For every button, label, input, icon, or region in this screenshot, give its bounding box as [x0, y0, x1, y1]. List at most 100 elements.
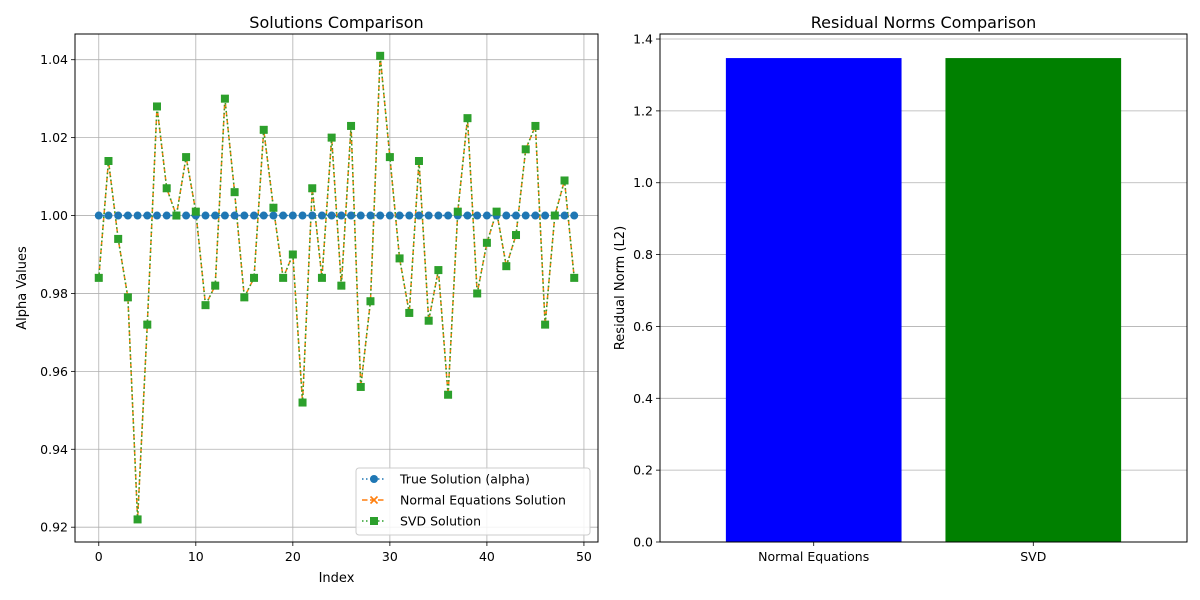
point-svd — [172, 211, 181, 220]
point-svd — [133, 515, 142, 524]
point-true — [143, 211, 152, 220]
point-true — [560, 211, 569, 220]
point-true — [162, 211, 171, 220]
point-true — [279, 211, 288, 220]
point-svd — [560, 176, 569, 185]
point-true — [94, 211, 103, 220]
y-tick-label: 0.92 — [40, 520, 68, 535]
point-svd — [463, 114, 472, 123]
point-svd — [492, 207, 501, 216]
point-true — [347, 211, 356, 220]
point-svd — [531, 121, 540, 130]
point-svd — [240, 293, 249, 302]
legend-box — [355, 467, 591, 536]
point-svd — [473, 289, 482, 298]
point-true — [298, 211, 307, 220]
y-tick-label: 0.98 — [40, 286, 68, 301]
x-tick-label: 0 — [95, 549, 103, 564]
point-true — [308, 211, 317, 220]
point-svd — [308, 184, 317, 193]
point-true — [531, 211, 540, 220]
legend-true-marker — [370, 475, 378, 483]
y-tick-label: 0.2 — [633, 463, 653, 478]
legend-true-label: True Solution (alpha) — [399, 472, 530, 487]
y-tick-label: 1.00 — [40, 208, 68, 223]
point-svd — [201, 301, 210, 310]
y-tick-label: 1.2 — [633, 103, 653, 118]
y-tick-label: 0.94 — [40, 442, 68, 457]
point-svd — [453, 207, 462, 216]
point-svd — [317, 273, 326, 282]
point-svd — [434, 266, 443, 275]
point-svd — [405, 308, 414, 317]
residuals-title: Residual Norms Comparison — [811, 13, 1037, 32]
residuals-chart: Normal Equations SVD 0.0 0.2 0.4 0.6 0.8 1.0 1.… — [613, 13, 1188, 564]
point-svd — [424, 316, 433, 325]
point-svd — [220, 94, 229, 103]
x-tick-label: Normal Equations — [758, 549, 869, 564]
point-svd — [279, 273, 288, 282]
point-svd — [395, 254, 404, 263]
y-tick-label: 0.0 — [633, 535, 653, 550]
solutions-y-ticks: 0.92 0.94 0.96 0.98 1.00 1.02 1.04 — [40, 52, 75, 535]
point-true — [123, 211, 132, 220]
point-true — [502, 211, 511, 220]
series-normal-line — [98, 55, 575, 520]
y-tick-label: 0.4 — [633, 391, 653, 406]
point-true — [366, 211, 375, 220]
point-true — [259, 211, 268, 220]
point-true — [414, 211, 423, 220]
point-true — [424, 211, 433, 220]
point-svd — [182, 153, 191, 162]
point-svd — [143, 320, 152, 329]
point-svd — [211, 281, 220, 290]
point-svd — [191, 207, 200, 216]
y-tick-label: 1.04 — [40, 52, 68, 67]
point-true — [104, 211, 113, 220]
y-tick-label: 1.0 — [633, 175, 653, 190]
point-true — [463, 211, 472, 220]
point-svd — [327, 133, 336, 142]
x-tick-label: 20 — [285, 549, 301, 564]
point-true — [133, 211, 142, 220]
y-tick-label: 1.4 — [633, 32, 653, 47]
point-true — [473, 211, 482, 220]
point-true — [376, 211, 385, 220]
solutions-x-label: Index — [319, 571, 355, 586]
x-tick-label: SVD — [1020, 549, 1046, 564]
point-svd — [414, 157, 423, 165]
legend-normal-marker — [369, 495, 379, 505]
point-svd — [541, 320, 550, 329]
point-svd — [337, 281, 346, 290]
point-true — [434, 211, 443, 220]
point-true — [405, 211, 414, 220]
solutions-grid — [75, 34, 598, 542]
bar-normal-equations — [725, 58, 902, 543]
point-svd — [230, 188, 239, 197]
solutions-plot-area — [94, 51, 579, 524]
point-true — [114, 211, 123, 220]
point-svd — [259, 125, 268, 134]
point-svd — [123, 293, 132, 302]
point-true — [250, 211, 259, 220]
y-tick-label: 0.6 — [633, 319, 653, 334]
point-true — [395, 211, 404, 220]
point-true — [570, 211, 579, 220]
point-true — [512, 211, 521, 220]
point-true — [541, 211, 550, 220]
x-tick-label: 10 — [188, 549, 204, 564]
point-true — [230, 211, 239, 220]
point-true — [201, 211, 210, 220]
solutions-x-ticks: 0 10 20 30 40 50 — [95, 542, 592, 564]
residuals-x-ticks: Normal Equations SVD — [758, 542, 1046, 564]
legend-svd-marker — [370, 517, 378, 525]
x-tick-label: 40 — [479, 549, 495, 564]
point-svd — [288, 250, 297, 259]
solutions-title: Solutions Comparison — [249, 13, 423, 32]
point-true — [211, 211, 220, 220]
residuals-axes-frame — [659, 33, 1188, 543]
series-svd-line — [98, 55, 575, 520]
point-true — [240, 211, 249, 220]
point-svd — [512, 231, 521, 240]
